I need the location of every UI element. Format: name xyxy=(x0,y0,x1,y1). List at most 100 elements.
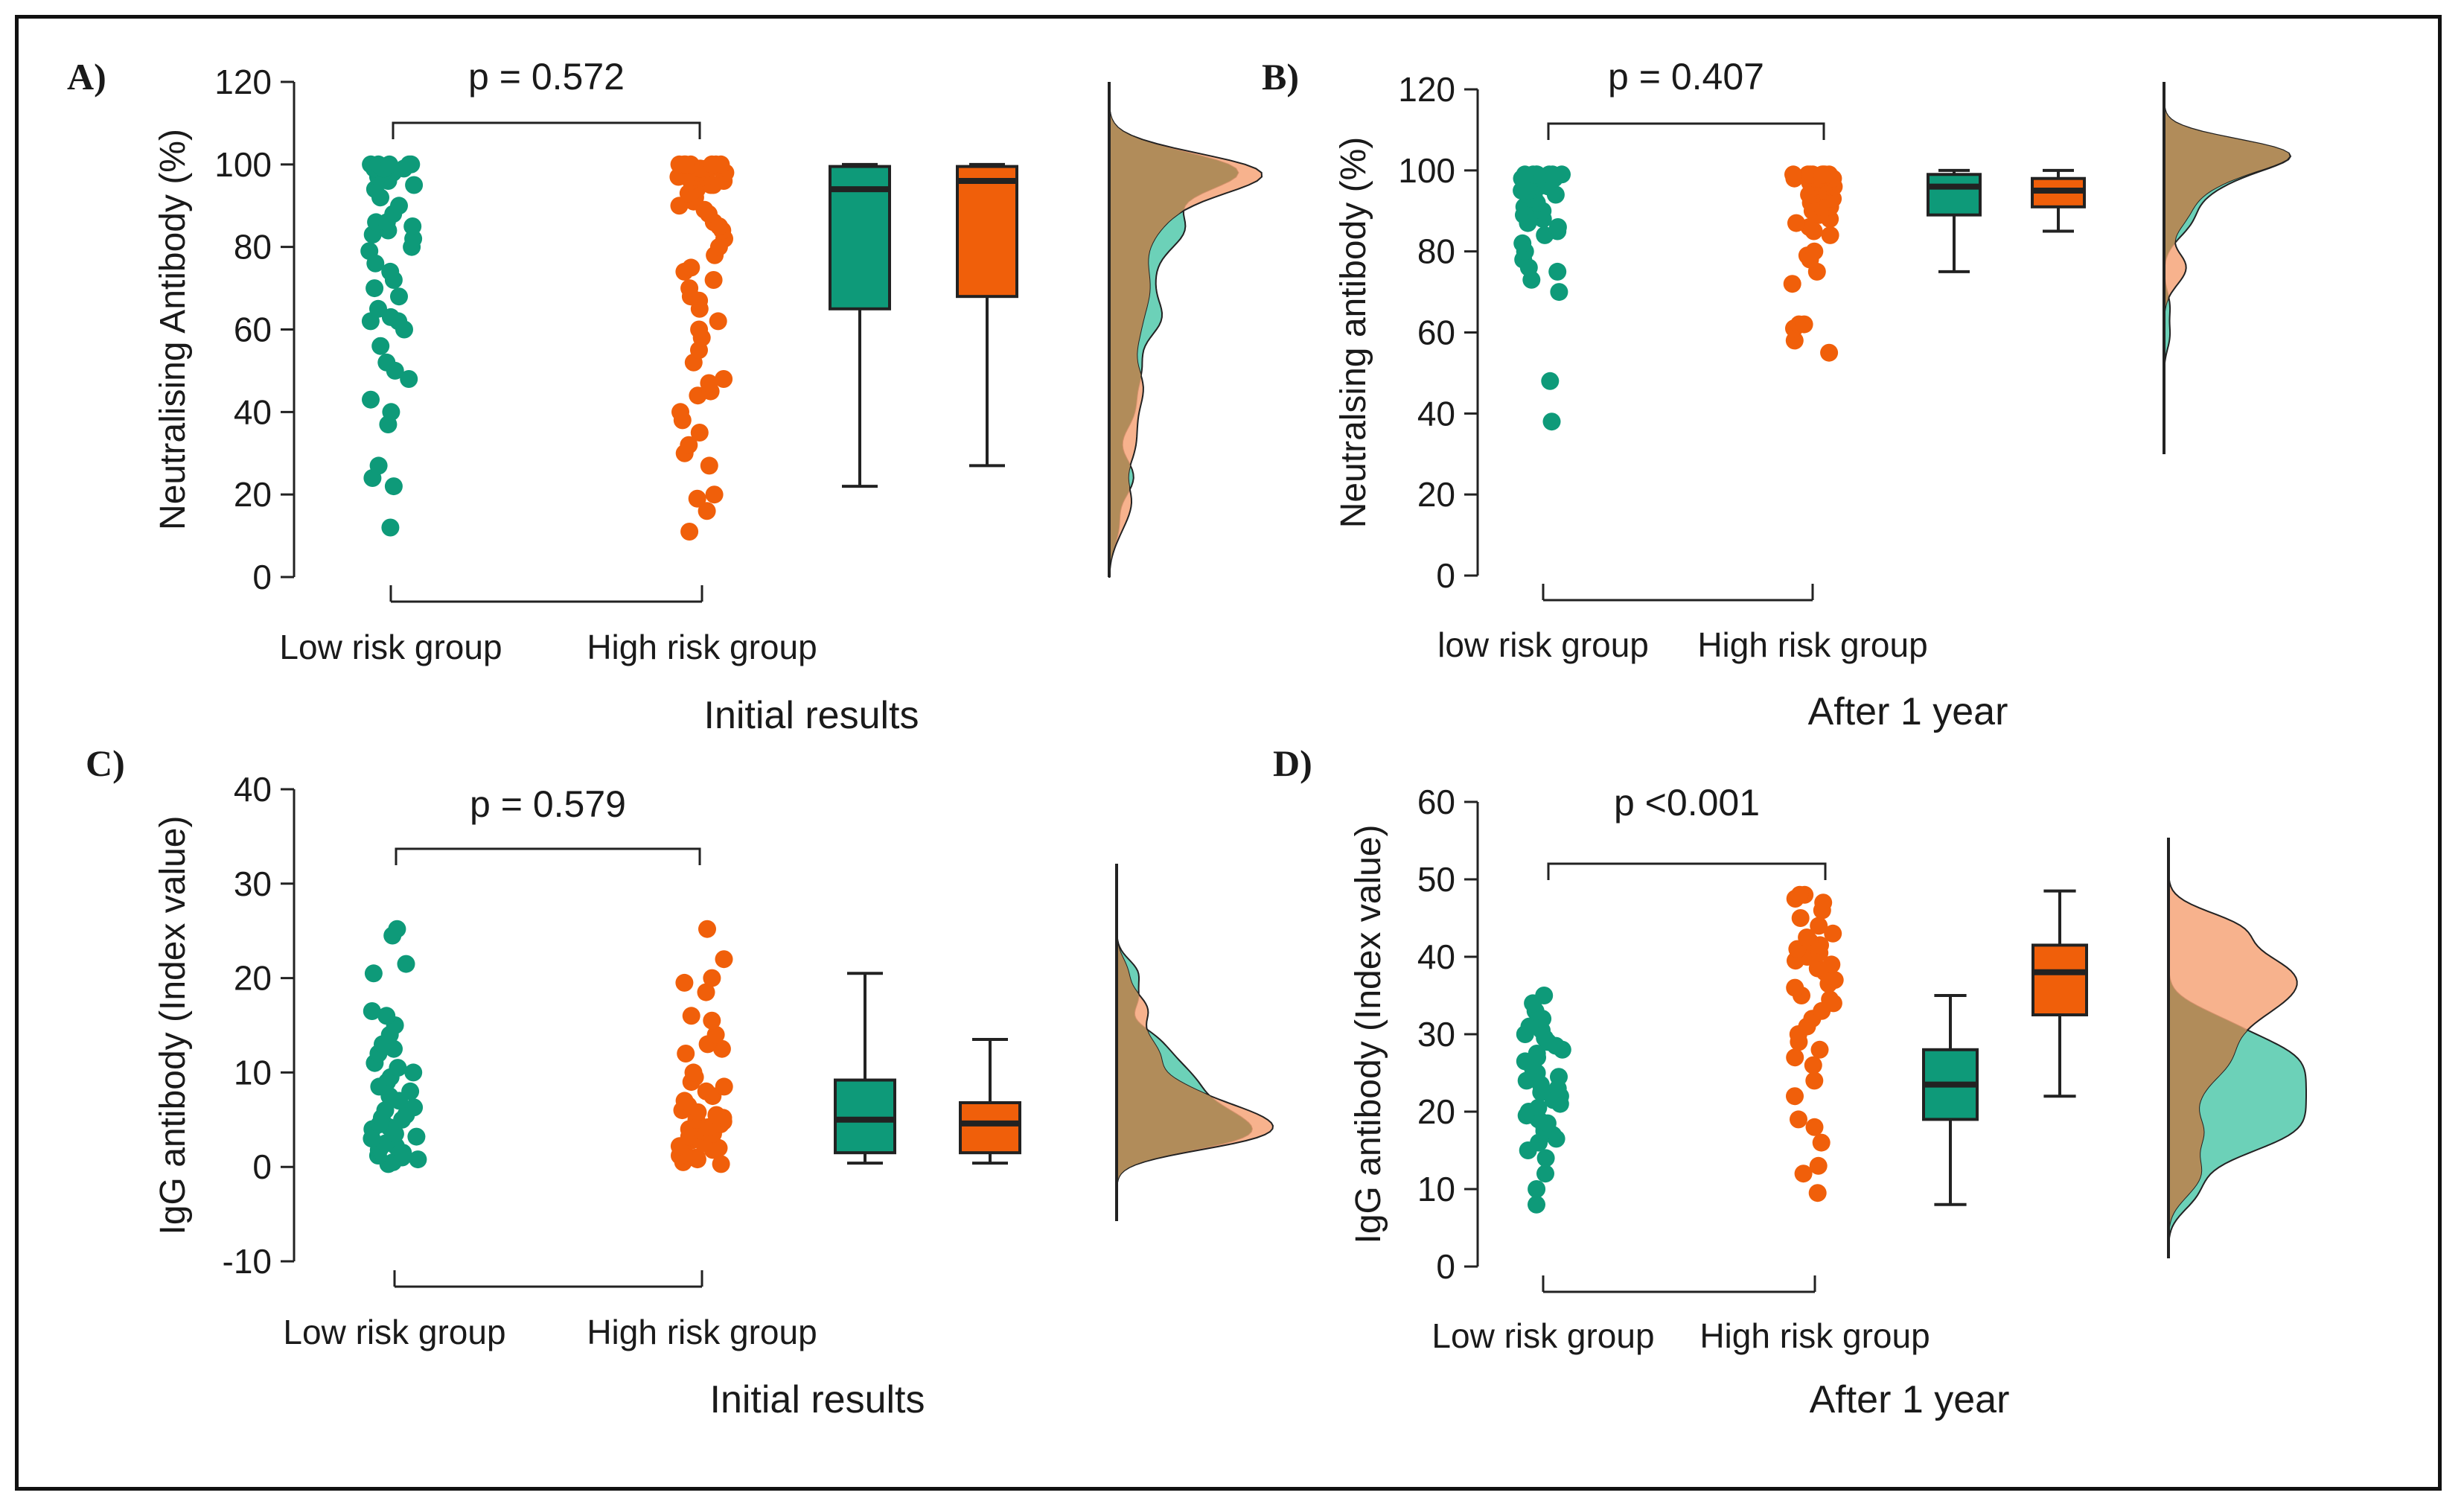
data-point-high-risk xyxy=(684,1063,703,1082)
data-point-high-risk xyxy=(706,1025,725,1044)
data-point-high-risk xyxy=(1824,924,1842,943)
data-point-high-risk xyxy=(715,950,733,969)
y-tick-label: 40 xyxy=(234,770,272,809)
density-overlap-region xyxy=(2168,838,2247,1258)
data-point-low-risk xyxy=(381,262,400,281)
y-axis-label: Neutralising Antibody (%) xyxy=(153,129,193,530)
data-point-high-risk xyxy=(712,1155,730,1173)
panel-label: B) xyxy=(1262,56,1299,98)
data-point-high-risk xyxy=(688,489,706,508)
data-point-low-risk xyxy=(1550,283,1568,302)
x-tick-label: Low risk group xyxy=(279,628,502,666)
data-point-low-risk xyxy=(371,337,390,355)
data-point-high-risk xyxy=(700,456,718,475)
y-tick-label: 0 xyxy=(252,1147,272,1186)
y-tick-label: 80 xyxy=(234,228,272,267)
y-tick-label: 20 xyxy=(1417,1092,1455,1131)
y-tick-label: 100 xyxy=(214,145,272,184)
data-point-high-risk xyxy=(1808,959,1827,978)
data-point-low-risk xyxy=(1548,218,1567,236)
y-tick-label: 10 xyxy=(1417,1170,1455,1208)
data-point-high-risk xyxy=(1805,1118,1824,1136)
x-tick-label: low risk group xyxy=(1437,625,1649,664)
data-point-high-risk xyxy=(1812,1133,1831,1152)
y-tick-label: 60 xyxy=(234,310,272,349)
data-point-low-risk xyxy=(369,299,387,318)
p-value-label: p = 0.579 xyxy=(470,783,626,825)
data-point-high-risk xyxy=(1805,242,1824,261)
data-point-high-risk xyxy=(697,1082,715,1100)
data-point-low-risk xyxy=(363,1002,381,1020)
data-point-low-risk xyxy=(397,955,415,973)
data-point-high-risk xyxy=(697,983,715,1001)
panel-b: B) 0 20 40 60 80 100 120 Neutralsing antibody (%… xyxy=(1262,56,2292,733)
data-point-high-risk xyxy=(676,155,695,173)
y-tick-label: 30 xyxy=(234,864,272,903)
y-tick-label: 50 xyxy=(1417,860,1455,899)
data-point-high-risk xyxy=(670,197,689,215)
panel-label: A) xyxy=(67,56,106,98)
data-point-low-risk xyxy=(390,197,408,215)
x-tick-label: High risk group xyxy=(587,628,817,666)
data-point-low-risk xyxy=(1516,165,1534,184)
data-point-high-risk xyxy=(703,1011,721,1030)
y-tick-label: 0 xyxy=(1436,556,1455,595)
x-tick-label: High risk group xyxy=(1697,625,1927,664)
panel-c: C) -10 0 10 20 30 40 IgG antibody (Index value)… xyxy=(86,742,1274,1421)
y-axis-label: Neutralsing antibody (%) xyxy=(1334,137,1373,529)
y-tick-label: 30 xyxy=(1417,1015,1455,1054)
density-overlap-region xyxy=(1109,82,1239,577)
panel-label: D) xyxy=(1273,742,1312,784)
data-point-low-risk xyxy=(405,1098,424,1117)
data-point-low-risk xyxy=(401,1082,420,1100)
data-point-low-risk xyxy=(381,308,400,326)
x-tick-label: High risk group xyxy=(1699,1316,1930,1355)
data-point-high-risk xyxy=(703,155,721,173)
data-point-low-risk xyxy=(362,390,380,409)
y-tick-label: 40 xyxy=(1417,394,1455,433)
data-point-low-risk xyxy=(369,456,388,475)
data-point-high-risk xyxy=(1786,1048,1804,1067)
data-point-high-risk xyxy=(680,523,699,541)
data-point-high-risk xyxy=(1813,165,1831,184)
data-point-high-risk xyxy=(675,1092,694,1110)
y-axis-label: IgG antibody (Index value) xyxy=(153,816,193,1235)
panel-d: D) 0 10 20 30 40 50 60 IgG antibody (Index value… xyxy=(1273,742,2307,1421)
y-tick-label: 60 xyxy=(1417,783,1455,821)
data-point-high-risk xyxy=(698,502,716,520)
data-point-low-risk xyxy=(382,403,400,421)
data-point-low-risk xyxy=(1536,1165,1554,1183)
data-point-high-risk xyxy=(682,1007,700,1025)
data-point-low-risk xyxy=(376,1101,395,1120)
y-tick-label: -10 xyxy=(223,1242,272,1281)
significance-bracket xyxy=(1547,862,1827,880)
y-tick-label: 40 xyxy=(234,392,272,431)
data-point-high-risk xyxy=(715,1077,733,1096)
data-point-low-risk xyxy=(390,287,408,306)
data-point-low-risk xyxy=(377,353,396,372)
y-tick-label: 20 xyxy=(234,959,272,998)
y-tick-label: 60 xyxy=(1417,313,1455,352)
significance-bracket xyxy=(395,847,701,865)
density-overlap-region xyxy=(2164,82,2290,454)
data-point-high-risk xyxy=(675,973,694,992)
data-point-high-risk xyxy=(680,436,698,454)
box-low-risk xyxy=(1927,173,1982,217)
data-point-low-risk xyxy=(1513,234,1532,252)
significance-bracket xyxy=(392,121,701,139)
data-point-low-risk xyxy=(1536,1149,1555,1167)
data-point-low-risk xyxy=(1541,372,1560,390)
data-point-high-risk xyxy=(1795,315,1813,334)
x-tick-label: Low risk group xyxy=(1432,1316,1654,1355)
x-axis-label: Initial results xyxy=(704,694,919,737)
y-axis-label: IgG antibody (Index value) xyxy=(1349,825,1388,1244)
data-point-low-risk xyxy=(1528,1045,1546,1063)
data-point-high-risk xyxy=(1814,893,1833,912)
data-point-high-risk xyxy=(698,920,716,938)
data-point-high-risk xyxy=(1786,1087,1804,1106)
box-low-risk xyxy=(834,1078,896,1155)
figure-frame xyxy=(15,15,2442,1491)
data-point-high-risk xyxy=(1786,978,1804,997)
data-point-high-risk xyxy=(1790,885,1809,904)
